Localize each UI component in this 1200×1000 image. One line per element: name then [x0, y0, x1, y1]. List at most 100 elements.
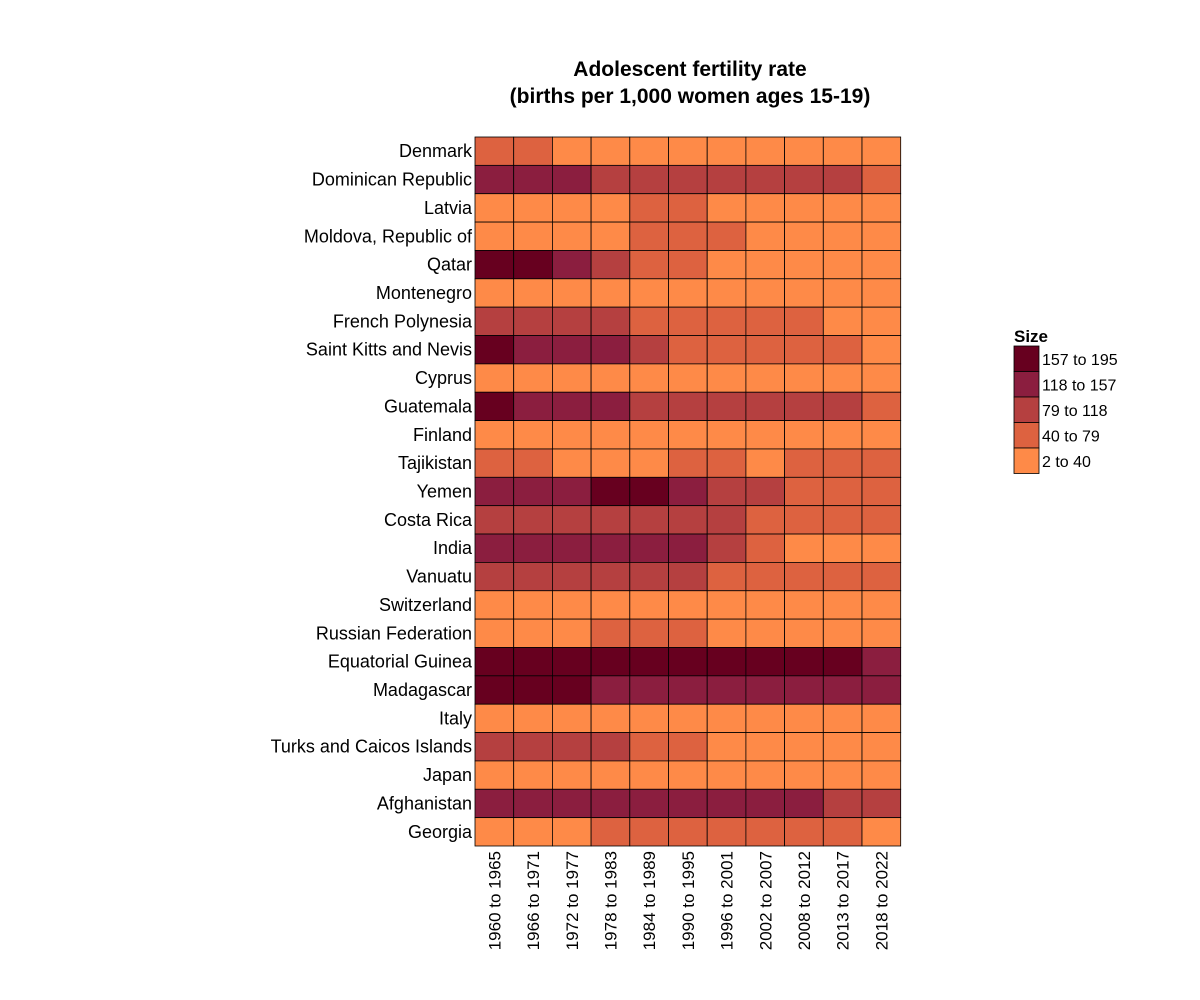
heatmap-cell: [629, 193, 669, 223]
heatmap-cell: [745, 278, 786, 308]
heatmap-cell: [861, 221, 902, 251]
column-label: 2002 to 2007: [756, 851, 775, 950]
row-label: Afghanistan: [377, 793, 472, 813]
heatmap-cell: [784, 420, 824, 450]
heatmap-cell: [784, 533, 824, 563]
heatmap-cell: [706, 250, 747, 280]
heatmap-cell: [745, 817, 786, 847]
heatmap-cell: [668, 817, 708, 847]
heatmap-cell: [861, 164, 902, 195]
column-label: 2013 to 2017: [834, 851, 853, 950]
heatmap-cell: [474, 817, 515, 847]
heatmap-cell: [513, 590, 553, 620]
heatmap-cell: [784, 618, 824, 648]
row-label: Tajikistan: [398, 453, 472, 473]
heatmap-cell: [706, 618, 747, 648]
heatmap-cell: [784, 164, 824, 195]
heatmap-cell: [629, 476, 669, 507]
heatmap-cell: [474, 363, 515, 393]
heatmap-cell: [822, 136, 863, 166]
heatmap-cell: [629, 675, 669, 705]
heatmap-cell: [706, 590, 747, 620]
heatmap-cell: [745, 562, 786, 592]
heatmap-cell: [706, 760, 747, 790]
heatmap-cell: [706, 306, 747, 336]
heatmap-cell: [706, 448, 747, 478]
heatmap-cell: [513, 505, 553, 535]
heatmap-cell: [745, 335, 786, 365]
heatmap-cell: [552, 363, 592, 393]
heatmap-cell: [629, 278, 669, 308]
heatmap-cell: [552, 221, 592, 251]
heatmap-cell: [590, 788, 631, 819]
heatmap-cell: [745, 618, 786, 648]
heatmap-cell: [513, 533, 553, 563]
heatmap-cell: [590, 164, 631, 195]
heatmap-cell: [706, 278, 747, 308]
heatmap-cell: [706, 788, 747, 819]
heatmap-cell: [784, 675, 824, 705]
heatmap-cell: [474, 703, 515, 733]
heatmap-cell: [861, 562, 902, 592]
heatmap-cell: [552, 817, 592, 847]
heatmap-cell: [474, 335, 515, 365]
heatmap-cell: [668, 250, 708, 280]
heatmap-cell: [822, 703, 863, 733]
heatmap-cell: [668, 732, 708, 762]
heatmap-cell: [552, 618, 592, 648]
legend-key: [1013, 396, 1040, 423]
heatmap-cell: [784, 250, 824, 280]
heatmap-cell: [474, 618, 515, 648]
heatmap-cell: [822, 590, 863, 620]
row-label: Switzerland: [379, 595, 472, 615]
heatmap-cell: [668, 788, 708, 819]
heatmap-cell: [590, 618, 631, 648]
heatmap-cells: [474, 136, 902, 847]
heatmap-cell: [668, 647, 708, 677]
heatmap-cell: [822, 647, 863, 677]
heatmap-cell: [474, 221, 515, 251]
heatmap-cell: [590, 391, 631, 421]
heatmap-cell: [706, 335, 747, 365]
heatmap-cell: [513, 193, 553, 223]
heatmap-cell: [552, 788, 592, 819]
heatmap-cell: [590, 533, 631, 563]
heatmap-cell: [745, 788, 786, 819]
column-labels: 1960 to 1965 1966 to 1971 1972 to 1977 1978…: [485, 851, 891, 950]
heatmap-cell: [590, 363, 631, 393]
heatmap-cell: [822, 760, 863, 790]
heatmap-cell: [706, 647, 747, 677]
legend: Size 157 to 195 118 to 157 79 to 118 40 to 7…: [1013, 327, 1118, 474]
heatmap-cell: [552, 476, 592, 507]
row-label: Japan: [423, 765, 472, 785]
heatmap-cell: [861, 675, 902, 705]
heatmap-cell: [513, 675, 553, 705]
heatmap-cell: [861, 335, 902, 365]
heatmap-cell: [861, 760, 902, 790]
heatmap-cell: [552, 562, 592, 592]
heatmap-cell: [513, 391, 553, 421]
heatmap-cell: [474, 505, 515, 535]
row-label: Italy: [439, 708, 472, 728]
heatmap-cell: [474, 164, 515, 195]
heatmap-cell: [745, 136, 786, 166]
row-label: Dominican Republic: [312, 170, 472, 190]
heatmap-cell: [822, 732, 863, 762]
heatmap-cell: [474, 136, 515, 166]
heatmap-cell: [552, 335, 592, 365]
row-label: Saint Kitts and Nevis: [306, 340, 472, 360]
heatmap-cell: [822, 391, 863, 421]
heatmap-cell: [822, 250, 863, 280]
heatmap-cell: [668, 363, 708, 393]
heatmap-cell: [552, 590, 592, 620]
heatmap-cell: [513, 335, 553, 365]
heatmap-cell: [629, 363, 669, 393]
heatmap-cell: [590, 647, 631, 677]
heatmap-cell: [706, 164, 747, 195]
heatmap-cell: [668, 675, 708, 705]
heatmap-cell: [513, 250, 553, 280]
heatmap-cell: [474, 476, 515, 507]
heatmap-cell: [745, 732, 786, 762]
heatmap-cell: [629, 164, 669, 195]
